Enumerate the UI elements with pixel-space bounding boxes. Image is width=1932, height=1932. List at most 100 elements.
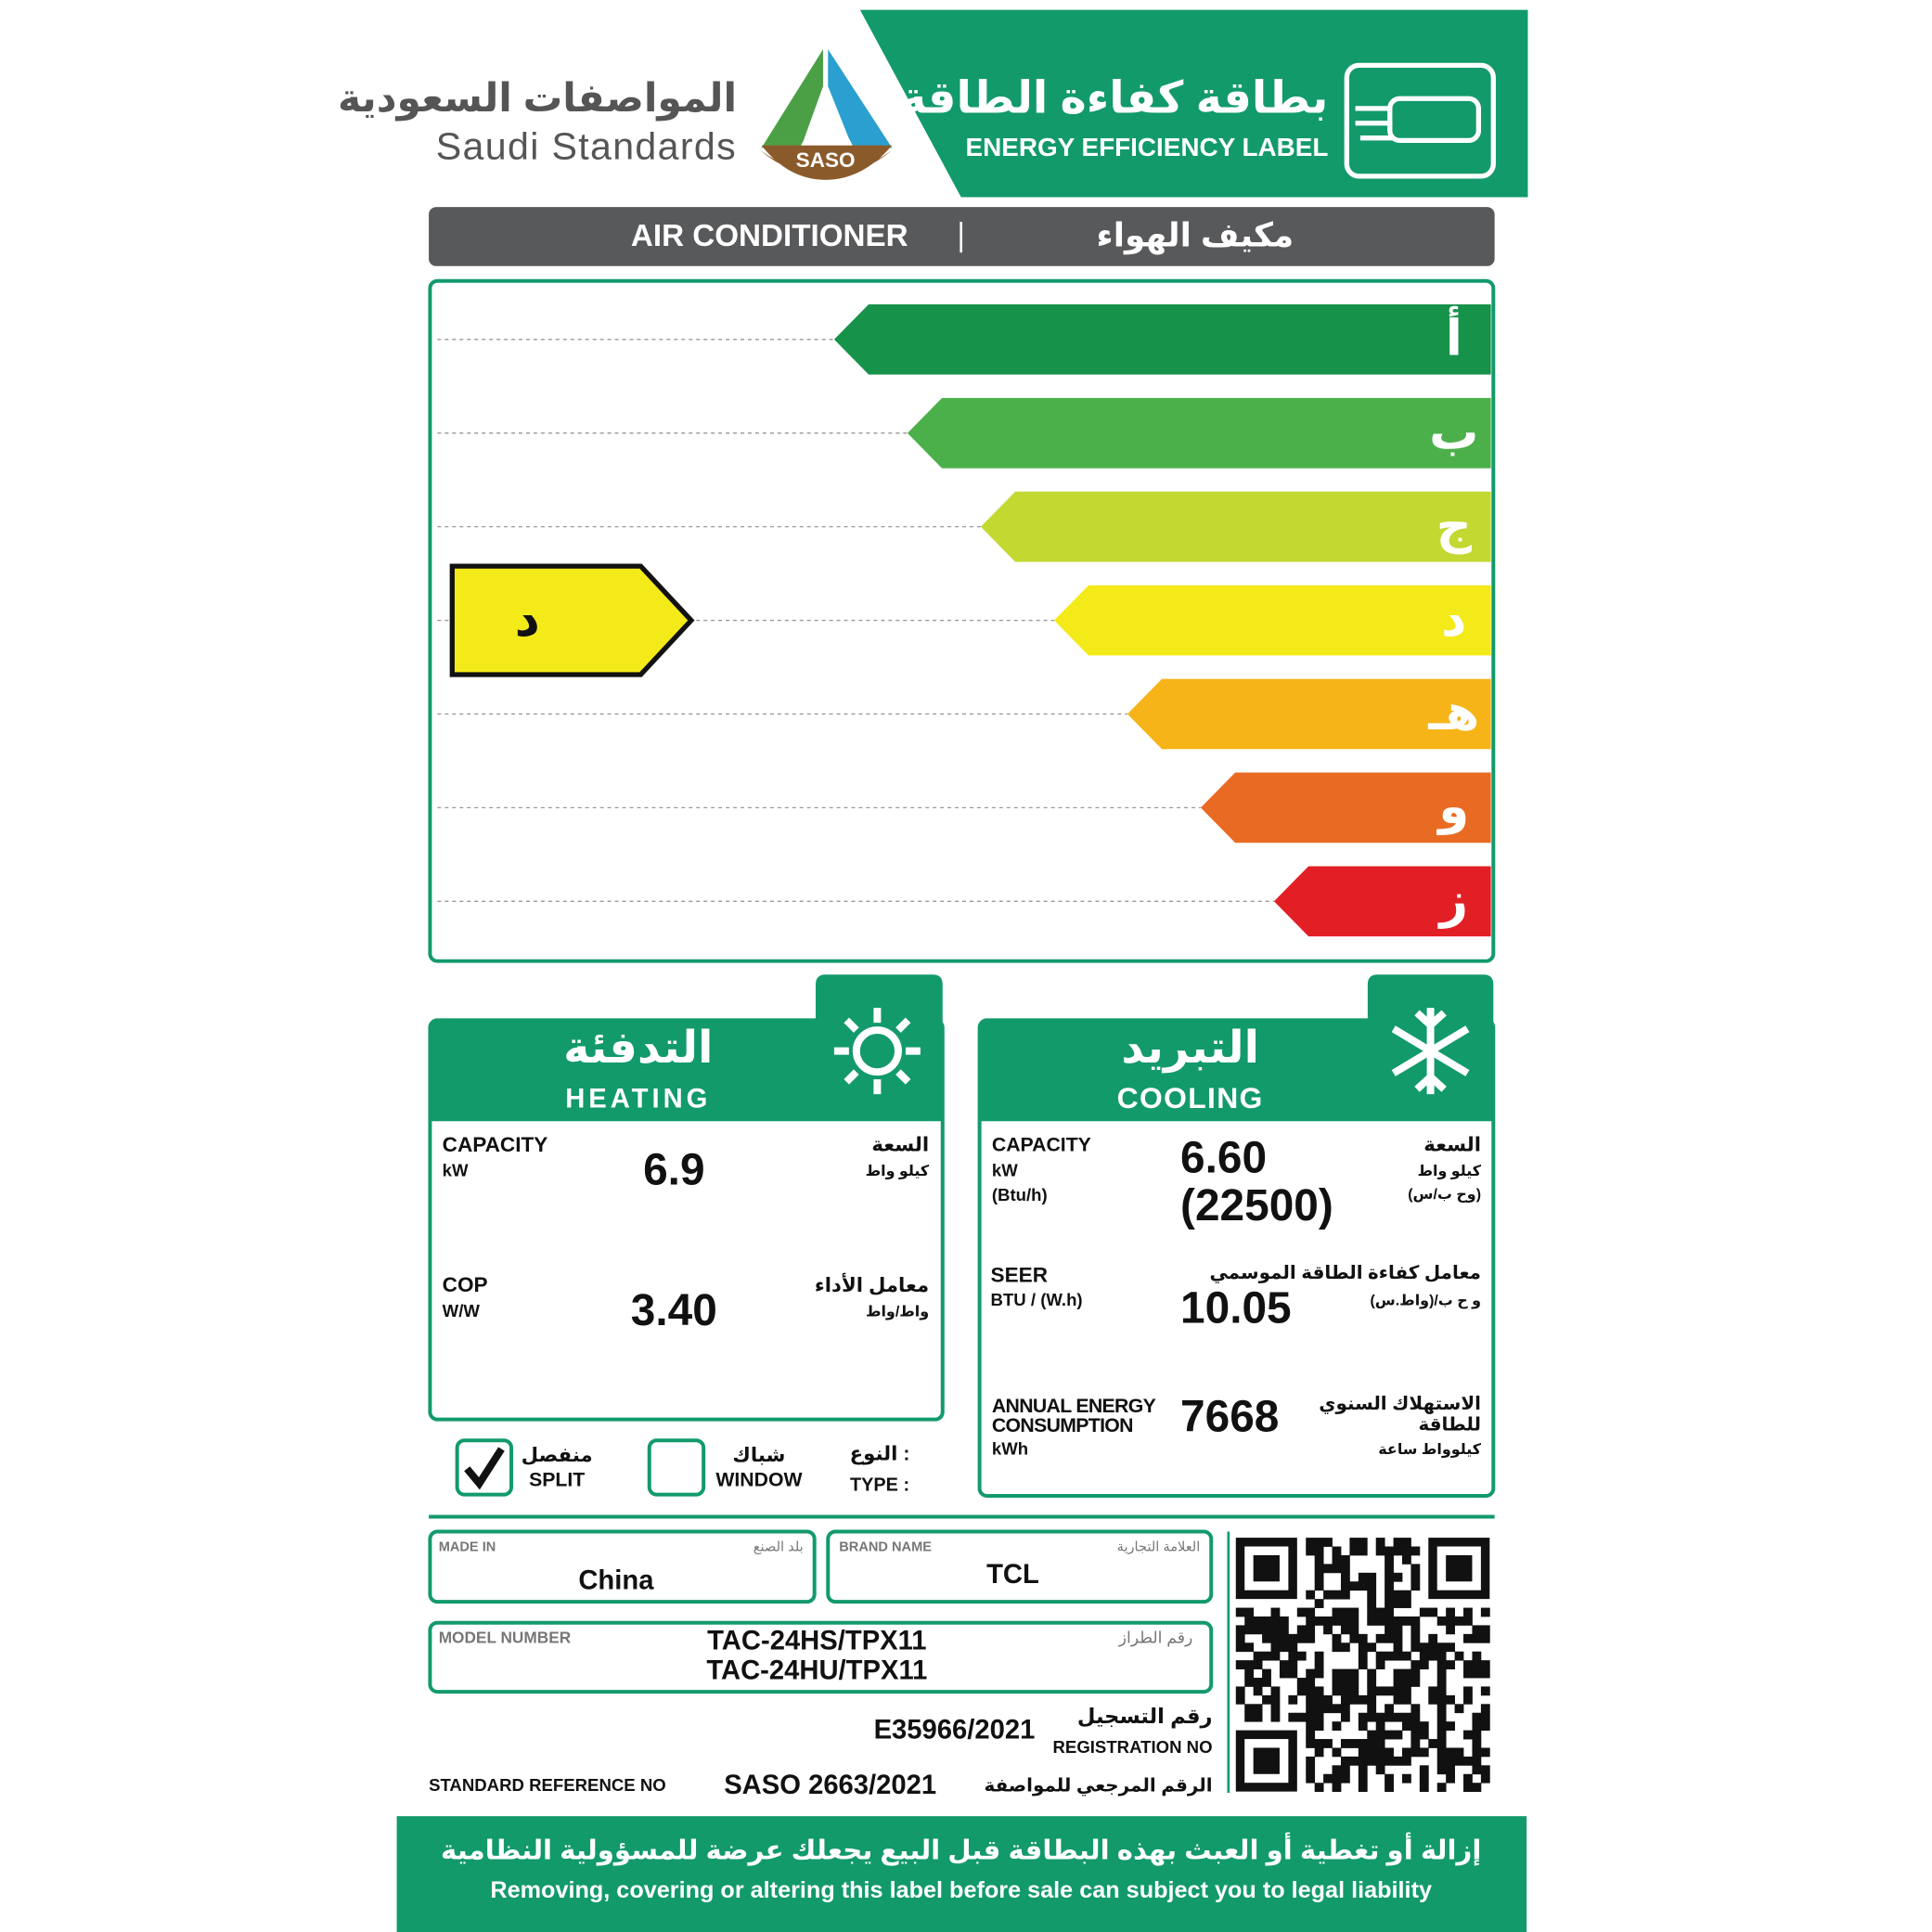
rating-letter: ج (1436, 498, 1473, 554)
qr-module (1410, 1564, 1421, 1574)
qr-module (1385, 1633, 1394, 1643)
qr-module (1454, 1747, 1464, 1758)
qr-module (1340, 1756, 1350, 1766)
qr-module (1323, 1739, 1333, 1748)
label-english: ANNUAL ENERGY (992, 1395, 1156, 1417)
qr-module (1480, 1721, 1490, 1732)
qr-module (1270, 1625, 1281, 1635)
qr-module (1332, 1546, 1342, 1556)
qr-module (1393, 1599, 1403, 1608)
qr-module (1296, 1625, 1307, 1635)
qr-module (1270, 1607, 1281, 1617)
label-english: CAPACITY (992, 1133, 1091, 1155)
qr-module (1332, 1747, 1342, 1758)
qr-module (1270, 1686, 1281, 1696)
qr-module (1472, 1730, 1482, 1740)
unit-arabic: (وح ب/س) (1408, 1187, 1481, 1203)
qr-module (1296, 1678, 1307, 1687)
qr-module (1340, 1572, 1350, 1582)
qr-module (1288, 1712, 1298, 1722)
logo (801, 98, 853, 146)
qr-module (1332, 1678, 1342, 1687)
label-arabic: السعة (1423, 1133, 1481, 1155)
qr-module (1419, 1730, 1429, 1740)
qr-module (1410, 1642, 1421, 1653)
qr-module (1235, 1694, 1245, 1705)
qr-module (1358, 1739, 1368, 1748)
qr-module (1349, 1694, 1359, 1705)
qr-module (1446, 1747, 1455, 1758)
qr-module (1358, 1747, 1368, 1758)
qr-module (1454, 1651, 1464, 1661)
qr-module (1401, 1651, 1411, 1661)
qr-module (1428, 1651, 1438, 1661)
qr-module (1340, 1642, 1350, 1653)
qr-module (1436, 1616, 1447, 1626)
qr-module (1314, 1599, 1324, 1608)
qr-module (1393, 1694, 1403, 1705)
qr-module (1428, 1694, 1438, 1705)
qr-module (1419, 1783, 1429, 1793)
qr-module (1463, 1783, 1473, 1793)
qr-module (1436, 1765, 1447, 1775)
qr-module (1375, 1765, 1385, 1775)
qr-module (1446, 1660, 1455, 1669)
model-box (428, 1620, 1214, 1694)
qr-module (1358, 1712, 1368, 1722)
qr-module (1288, 1633, 1298, 1643)
qr-module (1235, 1625, 1245, 1635)
qr-module (1314, 1704, 1324, 1714)
qr-module (1235, 1660, 1245, 1669)
qr-module (1446, 1773, 1455, 1784)
label-english: STANDARD REFERENCE NO (429, 1775, 666, 1795)
qr-module (1288, 1642, 1298, 1653)
qr-module (1358, 1642, 1368, 1653)
qr-module (1385, 1546, 1394, 1556)
qr-module (1340, 1590, 1350, 1600)
qr-module (1393, 1712, 1403, 1722)
qr-module (1401, 1721, 1411, 1732)
qr-module (1436, 1686, 1447, 1696)
qr-module (1375, 1756, 1385, 1766)
qr-module (1367, 1572, 1377, 1582)
qr-module (1401, 1712, 1411, 1722)
qr-module (1410, 1581, 1421, 1591)
value: China (578, 1566, 654, 1596)
qr-module (1244, 1642, 1255, 1653)
qr-module (1253, 1686, 1263, 1696)
qr-module (1428, 1607, 1438, 1617)
qr-module (1472, 1783, 1482, 1793)
label-arabic: معامل الأداء (815, 1272, 929, 1296)
qr-module (1244, 1678, 1255, 1687)
qr-module (1472, 1765, 1482, 1775)
qr-module (1436, 1739, 1447, 1748)
qr-module (1340, 1554, 1350, 1565)
qr-module (1393, 1572, 1403, 1582)
qr-module (1436, 1660, 1447, 1669)
unit-english: (Btu/h) (992, 1185, 1048, 1204)
qr-module (1314, 1581, 1324, 1591)
qr-module (1393, 1538, 1403, 1547)
cooling-title-english: COOLING (1117, 1081, 1264, 1114)
logo (828, 49, 893, 148)
value: 6.9 (643, 1146, 704, 1195)
qr-module (1314, 1783, 1324, 1793)
qr-module (1296, 1651, 1307, 1661)
label-english: REGISTRATION NO (1053, 1737, 1213, 1757)
qr-module (1262, 1616, 1271, 1626)
qr-module (1410, 1660, 1421, 1669)
qr-module (1367, 1581, 1377, 1591)
qr-module (1340, 1564, 1350, 1574)
rating-bar (1273, 866, 1491, 937)
qr-module (1385, 1590, 1394, 1600)
qr-module (1410, 1572, 1421, 1582)
qr-module (1367, 1686, 1377, 1696)
rating-box (428, 278, 1496, 963)
qr-module (1306, 1773, 1316, 1784)
rating-bar (1127, 678, 1491, 750)
ac-icon (1355, 106, 1393, 141)
qr-module (1410, 1625, 1421, 1635)
sun-icon (833, 1008, 921, 1095)
qr-module (1340, 1773, 1350, 1784)
qr-module (1367, 1694, 1377, 1705)
